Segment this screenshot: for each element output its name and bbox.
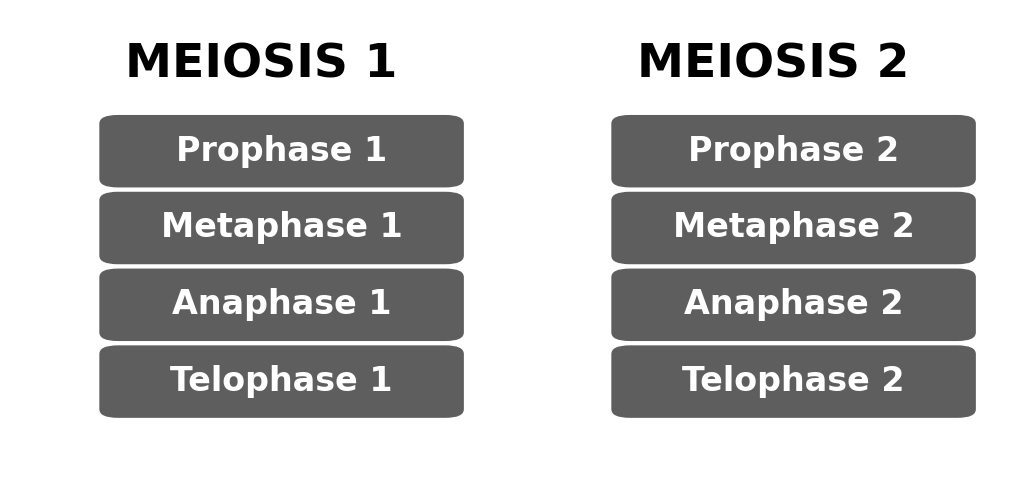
- Text: Telophase 2: Telophase 2: [682, 365, 905, 398]
- Text: Metaphase 1: Metaphase 1: [161, 212, 402, 244]
- Text: Telophase 1: Telophase 1: [170, 365, 393, 398]
- Text: Anaphase 2: Anaphase 2: [684, 288, 903, 321]
- FancyBboxPatch shape: [611, 192, 976, 264]
- Text: Prophase 2: Prophase 2: [688, 135, 899, 168]
- FancyBboxPatch shape: [611, 269, 976, 341]
- Text: MEIOSIS 2: MEIOSIS 2: [637, 42, 909, 87]
- Text: Anaphase 1: Anaphase 1: [172, 288, 391, 321]
- FancyBboxPatch shape: [99, 115, 464, 187]
- FancyBboxPatch shape: [99, 192, 464, 264]
- FancyBboxPatch shape: [611, 346, 976, 418]
- Text: Prophase 1: Prophase 1: [176, 135, 387, 168]
- FancyBboxPatch shape: [611, 115, 976, 187]
- Text: Metaphase 2: Metaphase 2: [673, 212, 914, 244]
- FancyBboxPatch shape: [99, 269, 464, 341]
- FancyBboxPatch shape: [99, 346, 464, 418]
- Text: MEIOSIS 1: MEIOSIS 1: [125, 42, 397, 87]
